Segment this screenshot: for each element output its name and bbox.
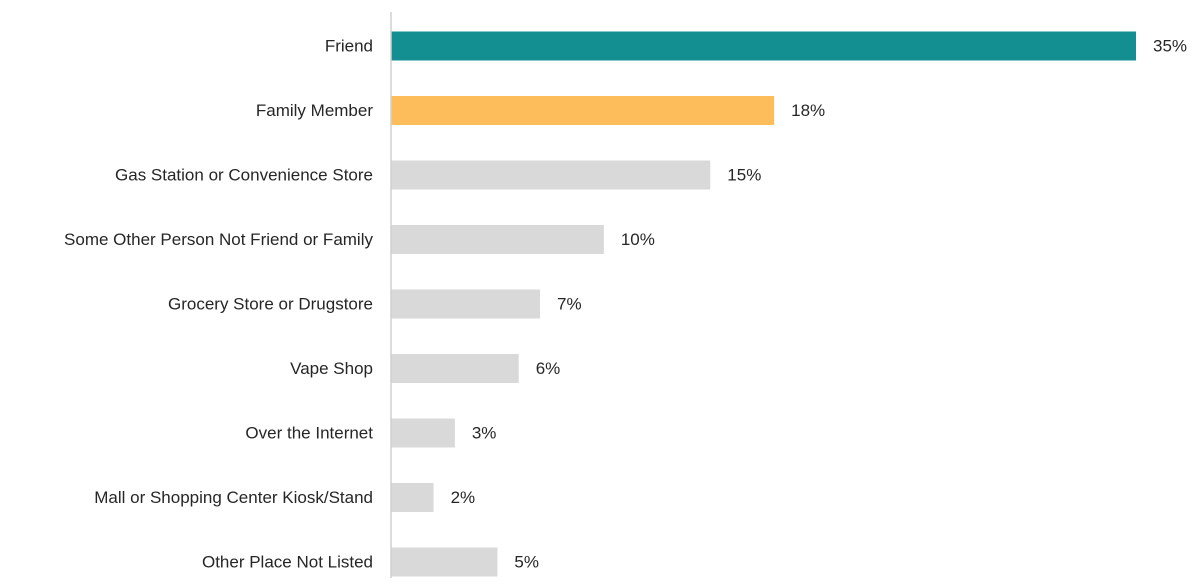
- bar-family-member: [391, 96, 775, 125]
- category-label-other-place-not-listed: Other Place Not Listed: [202, 553, 373, 572]
- bar-vape-shop: [391, 354, 519, 383]
- value-label-some-other-person-not-friend-or-family: 10%: [621, 230, 655, 249]
- bar-over-the-internet: [391, 418, 455, 448]
- category-label-mall-or-shopping-center-kiosk-stand: Mall or Shopping Center Kiosk/Stand: [94, 488, 373, 507]
- category-label-some-other-person-not-friend-or-family: Some Other Person Not Friend or Family: [64, 230, 373, 249]
- category-label-friend: Friend: [325, 37, 373, 56]
- value-label-family-member: 18%: [791, 101, 825, 120]
- bar-friend: [391, 31, 1136, 61]
- category-label-vape-shop: Vape Shop: [290, 359, 373, 378]
- value-label-over-the-internet: 3%: [472, 424, 497, 443]
- bar-grocery-store-or-drugstore: [391, 289, 540, 319]
- category-label-family-member: Family Member: [256, 101, 373, 120]
- bar-other-place-not-listed: [391, 547, 498, 577]
- value-labels-layer: 35% 18% 15% 10% 7% 6% 3% 2% 5%: [451, 37, 1187, 572]
- bars-layer: [391, 31, 1136, 577]
- category-label-grocery-store-or-drugstore: Grocery Store or Drugstore: [168, 295, 373, 314]
- bar-gas-station-or-convenience-store: [391, 160, 711, 190]
- value-label-other-place-not-listed: 5%: [514, 553, 539, 572]
- category-label-over-the-internet: Over the Internet: [245, 424, 373, 443]
- bar-mall-or-shopping-center-kiosk-stand: [391, 483, 434, 512]
- bar-some-other-person-not-friend-or-family: [391, 225, 604, 254]
- value-label-grocery-store-or-drugstore: 7%: [557, 295, 582, 314]
- category-labels-layer: Friend Family Member Gas Station or Conven…: [64, 37, 373, 572]
- category-label-gas-station-or-convenience-store: Gas Station or Convenience Store: [115, 166, 373, 185]
- value-label-friend: 35%: [1153, 37, 1187, 56]
- value-label-vape-shop: 6%: [536, 359, 561, 378]
- value-label-mall-or-shopping-center-kiosk-stand: 2%: [451, 488, 476, 507]
- value-label-gas-station-or-convenience-store: 15%: [727, 166, 761, 185]
